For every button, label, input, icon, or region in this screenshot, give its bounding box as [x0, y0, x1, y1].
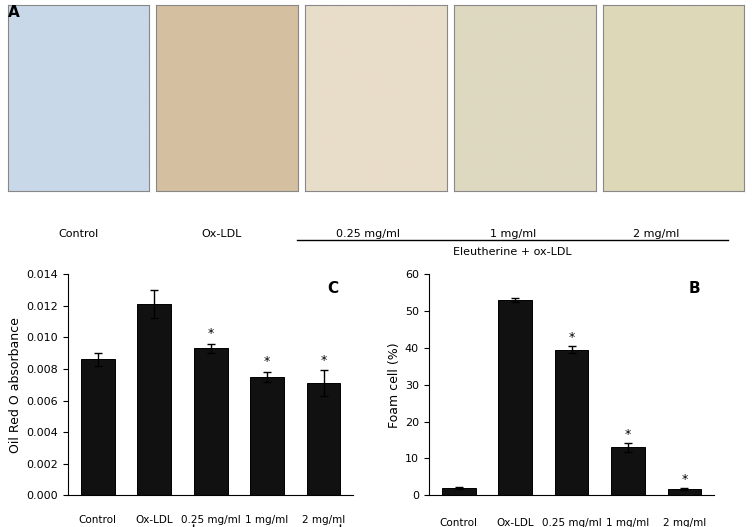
Text: 2 mg/ml: 2 mg/ml: [633, 229, 680, 239]
Text: 1 mg/ml: 1 mg/ml: [606, 518, 650, 527]
Text: 1 mg/ml: 1 mg/ml: [490, 229, 536, 239]
Text: 0.25 mg/ml: 0.25 mg/ml: [541, 518, 602, 527]
Text: 2 mg/ml: 2 mg/ml: [663, 518, 706, 527]
Y-axis label: Foam cell (%): Foam cell (%): [387, 342, 401, 427]
Text: A: A: [8, 5, 20, 20]
Text: *: *: [569, 331, 575, 344]
Text: *: *: [264, 355, 270, 368]
Text: Eleutherine + ox-LDL: Eleutherine + ox-LDL: [453, 247, 572, 257]
Bar: [668, 489, 702, 495]
Text: Control: Control: [79, 515, 117, 525]
Text: C: C: [328, 281, 339, 296]
Bar: [80, 359, 114, 495]
Bar: [498, 300, 532, 495]
Text: *: *: [208, 327, 214, 340]
Text: 2 mg/ml: 2 mg/ml: [302, 515, 345, 525]
Text: Control: Control: [440, 518, 478, 527]
Text: Ox-LDL: Ox-LDL: [496, 518, 534, 527]
Text: 1 mg/ml: 1 mg/ml: [245, 515, 289, 525]
Bar: [193, 348, 228, 495]
Bar: [307, 383, 341, 495]
Text: *: *: [681, 473, 687, 486]
Bar: [554, 350, 589, 495]
Bar: [611, 447, 645, 495]
Text: Ox-LDL: Ox-LDL: [135, 515, 173, 525]
Text: 0.25 mg/ml: 0.25 mg/ml: [336, 229, 401, 239]
Text: *: *: [320, 354, 326, 367]
Bar: [250, 377, 284, 495]
Text: Ox-LDL: Ox-LDL: [202, 229, 242, 239]
Bar: [137, 304, 171, 495]
Text: B: B: [689, 281, 700, 296]
Text: 0.25 mg/ml: 0.25 mg/ml: [180, 515, 241, 525]
Bar: [441, 488, 475, 495]
Y-axis label: Oil Red O absorbance: Oil Red O absorbance: [9, 317, 22, 453]
Text: Control: Control: [59, 229, 99, 239]
Text: *: *: [625, 428, 631, 441]
